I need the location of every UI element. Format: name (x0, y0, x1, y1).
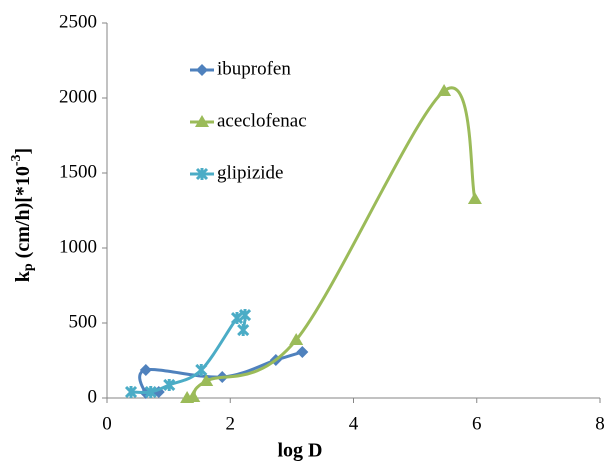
series-line (130, 310, 247, 395)
y-title-part: k (12, 270, 34, 282)
marker (289, 332, 304, 345)
legend-label: glipizide (217, 162, 283, 183)
marker (195, 167, 209, 181)
y-axis-title: kp (cm/h)[*10-3] (9, 148, 36, 282)
marker (296, 345, 309, 358)
marker (230, 311, 244, 325)
marker (195, 115, 209, 127)
x-tick-label: 4 (349, 413, 359, 434)
marker (196, 64, 208, 76)
x-tick-label: 6 (472, 413, 482, 434)
y-title-part: (cm/h)[*10 (12, 166, 34, 263)
y-title-sup: -3 (9, 154, 24, 166)
x-tick-label: 2 (226, 413, 236, 434)
marker (124, 385, 138, 399)
legend-label: ibuprofen (217, 58, 291, 79)
marker (195, 363, 208, 377)
marker (144, 385, 157, 399)
marker (237, 323, 250, 337)
marker (186, 389, 201, 402)
marker (238, 308, 252, 322)
series-line (186, 86, 477, 400)
marker (437, 83, 452, 96)
x-axis-title: log D (278, 440, 323, 462)
y-tick-label: 500 (69, 311, 98, 332)
y-tick-label: 1000 (59, 236, 97, 257)
y-tick-label: 2000 (59, 86, 97, 107)
y-title-part: ] (12, 148, 34, 155)
x-tick-label: 0 (102, 413, 112, 434)
marker (163, 378, 176, 392)
x-tick-label: 8 (595, 413, 605, 434)
marker (139, 363, 152, 376)
y-title-sub: p (21, 263, 36, 271)
y-tick-label: 0 (88, 386, 98, 407)
legend-label: aceclofenac (217, 110, 307, 131)
marker (199, 374, 214, 387)
y-tick-label: 1500 (59, 161, 97, 182)
marker (467, 191, 482, 204)
y-tick-label: 2500 (59, 11, 97, 32)
